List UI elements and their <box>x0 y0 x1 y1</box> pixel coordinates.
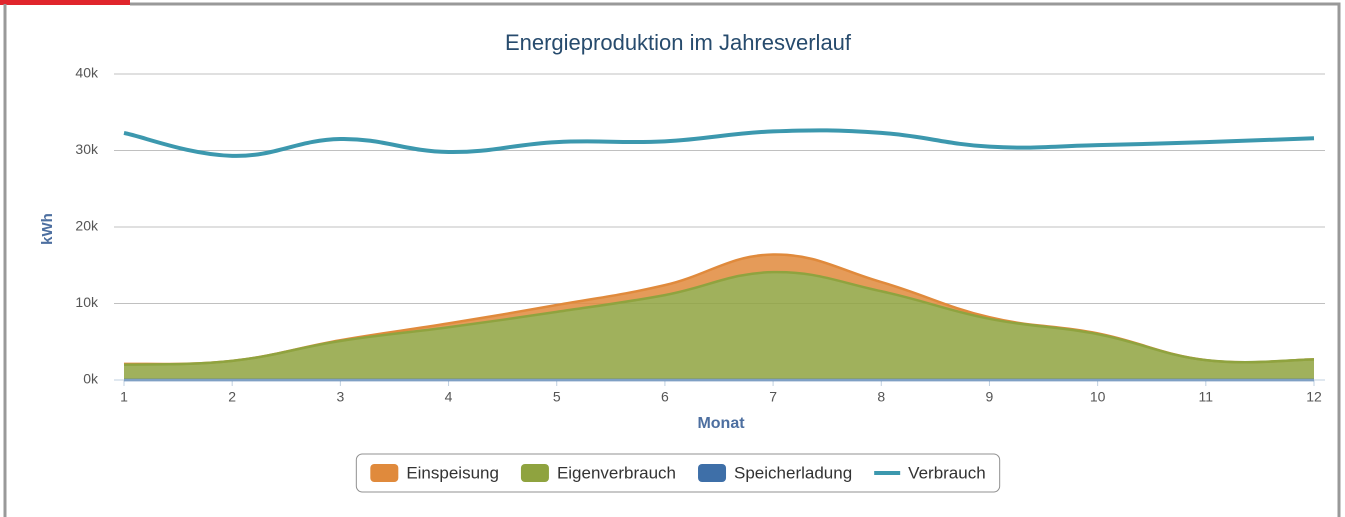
legend-symbol <box>370 464 399 482</box>
line <box>123 128 1315 158</box>
x-tick-label: 7 <box>769 389 777 405</box>
x-tick-label: 10 <box>1090 389 1106 405</box>
x-tick-label: 5 <box>553 389 561 405</box>
x-tick-label: 6 <box>661 389 669 405</box>
legend-label: Eigenverbrauch <box>557 463 676 482</box>
chart-title: Energieproduktion im Jahresverlauf <box>505 30 852 55</box>
header-tab <box>0 0 130 5</box>
y-axis-title: kWh <box>39 213 56 245</box>
x-tick-label: 4 <box>445 389 453 405</box>
x-axis-title: Monat <box>697 415 745 432</box>
legend-label: Verbrauch <box>908 463 986 482</box>
y-tick-label: 40k <box>75 65 99 81</box>
x-tick-label: 8 <box>877 389 885 405</box>
y-tick-label: 20k <box>75 218 99 234</box>
legend-label: Speicherladung <box>734 463 852 482</box>
x-tick-label: 11 <box>1199 389 1214 405</box>
legend-box <box>355 453 1001 493</box>
y-tick-label: 10k <box>75 294 99 310</box>
legend-symbol <box>698 464 727 482</box>
area <box>124 254 1314 365</box>
frame <box>3 2 1341 517</box>
y-tick-label: 30k <box>75 141 99 157</box>
x-tick-label: 3 <box>336 389 344 405</box>
legend-symbol <box>520 464 549 482</box>
x-tick-label: 1 <box>120 389 128 405</box>
legend: Einspeisung Eigenverbrauch Speicherladung V… <box>355 453 1001 493</box>
legend-label: Einspeisung <box>406 463 499 482</box>
area <box>124 272 1314 380</box>
area-line <box>123 270 1315 366</box>
legend-symbol <box>874 471 901 475</box>
x-tick-label: 2 <box>228 389 236 405</box>
x-tick-label: 12 <box>1306 389 1322 405</box>
x-tick-label: 9 <box>986 389 994 405</box>
y-tick-label: 0k <box>83 371 99 387</box>
